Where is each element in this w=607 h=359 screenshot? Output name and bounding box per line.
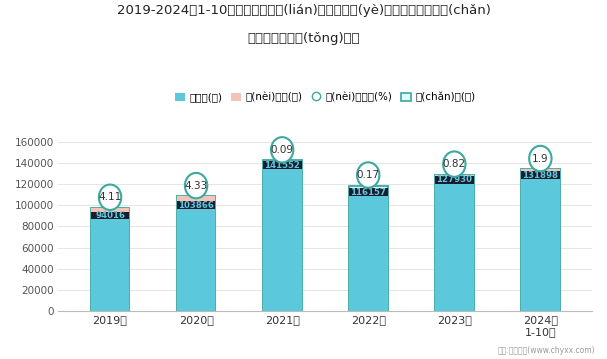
Text: 制圖:智研咨詢(www.chyxx.com): 制圖:智研咨詢(www.chyxx.com) bbox=[497, 346, 595, 355]
Bar bbox=[435, 174, 473, 176]
Ellipse shape bbox=[529, 146, 552, 171]
Bar bbox=[90, 208, 129, 211]
Bar bbox=[435, 175, 473, 311]
Ellipse shape bbox=[185, 173, 208, 198]
Text: 103866: 103866 bbox=[178, 201, 214, 210]
Bar bbox=[349, 188, 388, 196]
Text: 131898: 131898 bbox=[523, 171, 558, 180]
Bar bbox=[177, 201, 215, 209]
Text: 0.09: 0.09 bbox=[271, 145, 294, 155]
Ellipse shape bbox=[357, 162, 379, 188]
Bar bbox=[263, 160, 302, 311]
Bar bbox=[90, 211, 129, 219]
Bar bbox=[435, 176, 473, 311]
Bar bbox=[90, 211, 129, 311]
Bar bbox=[263, 161, 302, 311]
Bar bbox=[349, 186, 388, 311]
Bar bbox=[435, 176, 473, 183]
Text: 127930: 127930 bbox=[436, 175, 472, 184]
Ellipse shape bbox=[443, 151, 466, 177]
Bar bbox=[177, 196, 215, 201]
Text: 0.17: 0.17 bbox=[357, 170, 380, 180]
Text: 2019-2024年1-10月鶴山國機南聯(lián)摩托車工業(yè)有限公司摩托車產(chǎn): 2019-2024年1-10月鶴山國機南聯(lián)摩托車工業(yè)有限公司… bbox=[117, 4, 490, 17]
Text: 4.11: 4.11 bbox=[98, 192, 121, 202]
Bar bbox=[521, 172, 560, 311]
Ellipse shape bbox=[99, 185, 121, 210]
Text: 0.82: 0.82 bbox=[443, 159, 466, 169]
Bar bbox=[521, 169, 560, 172]
Text: 116157: 116157 bbox=[350, 187, 386, 197]
Text: 銷及出口情況統(tǒng)計圖: 銷及出口情況統(tǒng)計圖 bbox=[247, 32, 360, 45]
Text: 1.9: 1.9 bbox=[532, 154, 549, 163]
Bar bbox=[90, 208, 129, 311]
Bar bbox=[349, 188, 388, 311]
Bar bbox=[263, 161, 302, 169]
Text: 94016: 94016 bbox=[95, 211, 125, 220]
Bar bbox=[177, 196, 215, 311]
Legend: 出口量(輛), 內(nèi)銷量(輛), 內(nèi)銷占比(%), 產(chǎn)量(輛): 出口量(輛), 內(nèi)銷量(輛), 內(nèi)銷占比(%), 產(chǎ… bbox=[171, 88, 480, 106]
Bar bbox=[521, 172, 560, 180]
Text: 4.33: 4.33 bbox=[185, 181, 208, 191]
Bar bbox=[521, 169, 560, 311]
Text: 141552: 141552 bbox=[264, 161, 300, 170]
Bar bbox=[177, 201, 215, 311]
Ellipse shape bbox=[271, 137, 293, 163]
